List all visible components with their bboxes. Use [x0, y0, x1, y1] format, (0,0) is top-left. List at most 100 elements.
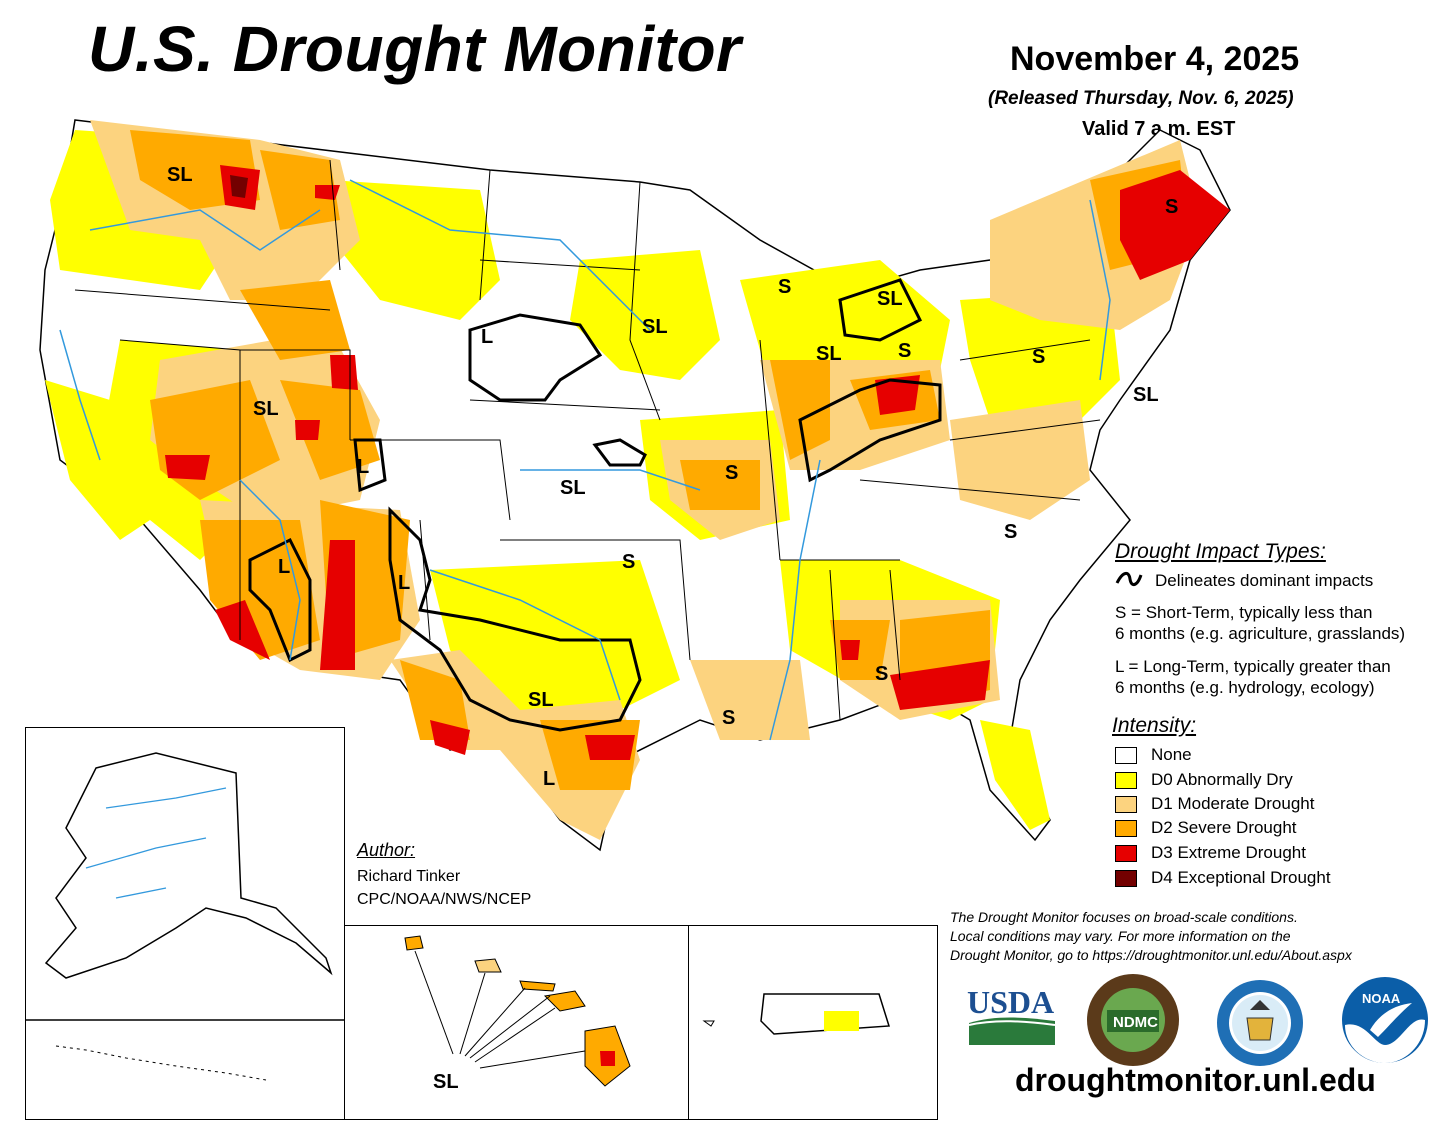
swatch-d1: [1115, 795, 1137, 813]
puerto-rico-inset: [688, 925, 938, 1120]
label-ny: SL: [1133, 384, 1159, 406]
swatch-d4: [1115, 869, 1137, 887]
d1-gulf: [690, 660, 810, 740]
d2-tx-west: [400, 660, 470, 740]
d0-plains: [330, 180, 500, 320]
intensity-item: D0 Abnormally Dry: [1115, 770, 1293, 790]
label-nc: S: [1004, 521, 1017, 543]
disclaimer-line: Drought Monitor, go to https://droughtmo…: [950, 947, 1352, 963]
d3-wy: [330, 355, 358, 390]
label-ut: SL: [253, 398, 279, 420]
d2-mo: [680, 460, 760, 510]
map-title: U.S. Drought Monitor: [88, 13, 742, 85]
svg-text:NOAA: NOAA: [1362, 991, 1401, 1006]
impact-line-az: [248, 537, 312, 663]
d3-al: [840, 640, 860, 660]
label-mi-s: S: [898, 340, 911, 362]
impact-line-nm-tx: [388, 506, 642, 732]
d2-wy: [240, 280, 350, 360]
alaska-inset: [25, 727, 345, 1120]
swatch-none: [1115, 746, 1137, 764]
label-me: S: [1165, 196, 1178, 218]
disclaimer-line: The Drought Monitor focuses on broad-sca…: [950, 909, 1298, 925]
label-co: L: [357, 456, 369, 478]
disclaimer-line: Local conditions may vary. For more info…: [950, 928, 1291, 944]
d3-maine: [1120, 170, 1230, 280]
commerce-logo: [1217, 980, 1303, 1066]
d3-az: [215, 600, 270, 660]
rivers: [59, 179, 1111, 741]
intensity-legend-heading: Intensity:: [1112, 714, 1197, 737]
label-ks: SL: [560, 477, 586, 499]
intensity-item: D3 Extreme Drought: [1115, 843, 1306, 863]
short-term-line2: 6 months (e.g. agriculture, grasslands): [1115, 624, 1406, 643]
alaska-land: [44, 752, 333, 979]
swatch-d2: [1115, 819, 1137, 837]
label-mi-sl: SL: [877, 288, 903, 310]
label-nd: SL: [642, 316, 668, 338]
label-pa: S: [1032, 346, 1045, 368]
hawaii-inset: SL: [344, 925, 689, 1120]
map-labels: SL SL L S SL SL S S S SL SL L SL S L L S…: [167, 164, 1178, 790]
label-pnw: SL: [167, 164, 193, 186]
intensity-item: None: [1115, 745, 1192, 765]
d2-az: [200, 520, 320, 660]
d0-ca: [45, 380, 150, 540]
impact-legend-heading: Drought Impact Types:: [1115, 540, 1326, 563]
intensity-label: D3 Extreme Drought: [1151, 843, 1306, 862]
label-sd: L: [481, 326, 493, 348]
map-date: November 4, 2025: [1010, 40, 1300, 78]
author-org: CPC/NOAA/NWS/NCEP: [357, 891, 532, 908]
d3-oh: [875, 375, 920, 415]
intensity-label: D1 Moderate Drought: [1151, 794, 1315, 813]
svg-text:USDA: USDA: [967, 985, 1054, 1020]
svg-text:NDMC: NDMC: [1113, 1014, 1158, 1031]
short-term-line1: S = Short-Term, typically less than: [1115, 603, 1373, 622]
label-ga: S: [875, 663, 888, 685]
d1-mid-atlantic: [950, 400, 1090, 520]
intensity-item: D1 Moderate Drought: [1115, 794, 1314, 814]
d3-nv: [165, 455, 210, 480]
intensity-label: D4 Exceptional Drought: [1151, 868, 1331, 887]
noaa-logo: NOAA: [1342, 977, 1428, 1063]
impact-line-icon: [1115, 572, 1143, 586]
d3-areas: [165, 165, 1230, 760]
d4-id: [230, 175, 248, 198]
long-term-line1: L = Long-Term, typically greater than: [1115, 657, 1391, 676]
d0-florida: [980, 720, 1050, 830]
intensity-item: D4 Exceptional Drought: [1115, 868, 1331, 888]
intensity-label: D2 Severe Drought: [1151, 818, 1297, 837]
intensity-label: D0 Abnormally Dry: [1151, 770, 1293, 789]
d2-al: [830, 620, 890, 680]
ndmc-logo: NDMC: [1087, 974, 1179, 1066]
author-block: Richard Tinker CPC/NOAA/NWS/NCEP: [357, 865, 531, 911]
label-nm: L: [398, 572, 410, 594]
release-date: (Released Thursday, Nov. 6, 2025): [988, 88, 1294, 109]
label-tx-sl: SL: [528, 689, 554, 711]
website-url[interactable]: droughtmonitor.unl.edu: [1015, 1062, 1376, 1098]
label-tx-l: L: [543, 768, 555, 790]
d3-ga-fl: [890, 660, 990, 710]
usda-logo: USDA: [967, 985, 1056, 1045]
disclaimer: The Drought Monitor focuses on broad-sca…: [950, 908, 1352, 965]
label-hawaii: SL: [433, 1071, 459, 1093]
state-boundaries: [74, 159, 1101, 721]
author-heading: Author:: [357, 840, 416, 860]
intensity-label: None: [1151, 745, 1192, 764]
d0-nd-mn: [570, 250, 720, 380]
label-mi-sl2: SL: [816, 343, 842, 365]
d2-il-in: [770, 360, 830, 460]
impact-line-mi: [838, 278, 923, 342]
label-az: L: [278, 556, 290, 578]
d3-tx-bigbend: [430, 720, 470, 755]
intensity-item: D2 Severe Drought: [1115, 818, 1297, 838]
alaska-map: [26, 752, 344, 1081]
swatch-d0: [1115, 771, 1137, 789]
impact-line-ks: [592, 438, 647, 467]
impact-line-sd: [468, 313, 603, 402]
d3-tx-east: [585, 735, 635, 760]
label-la: S: [722, 707, 735, 729]
delineates-text: Delineates dominant impacts: [1155, 571, 1374, 590]
author-name: Richard Tinker: [357, 868, 461, 885]
